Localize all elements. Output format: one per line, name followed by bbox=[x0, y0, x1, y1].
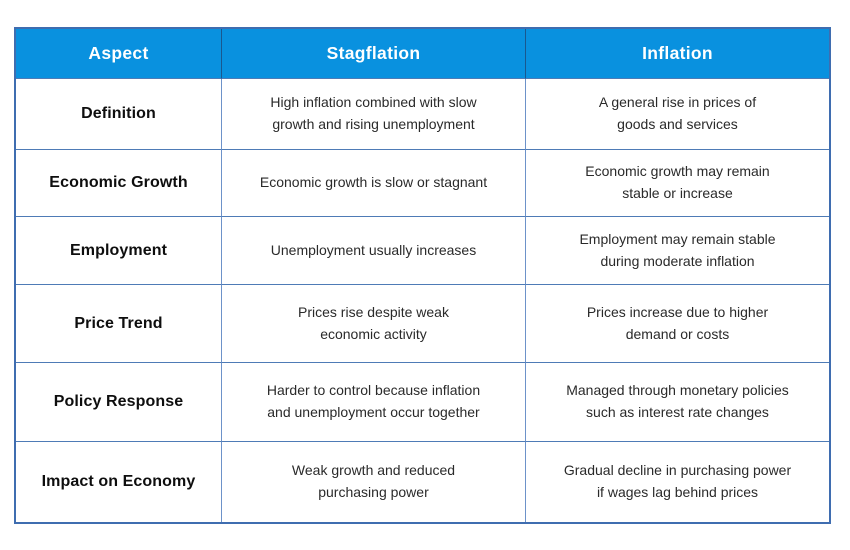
inflation-cell-policy-response: Managed through monetary policies such a… bbox=[526, 363, 829, 442]
column-header-inflation: Inflation bbox=[526, 29, 829, 79]
aspect-cell-impact-on-economy: Impact on Economy bbox=[16, 442, 222, 522]
cell-text: Weak growth and reduced purchasing power bbox=[291, 462, 456, 500]
cell-text: A general rise in prices of goods and se… bbox=[598, 94, 757, 132]
aspect-label: Economic Growth bbox=[49, 174, 188, 191]
aspect-cell-economic-growth: Economic Growth bbox=[16, 150, 222, 217]
stagflation-cell-employment: Unemployment usually increases bbox=[222, 217, 526, 285]
column-header-label: Stagflation bbox=[326, 43, 421, 63]
column-header-stagflation: Stagflation bbox=[222, 29, 526, 79]
aspect-label: Employment bbox=[69, 241, 167, 259]
aspect-cell-employment: Employment bbox=[16, 217, 222, 285]
aspect-cell-price-trend: Price Trend bbox=[16, 285, 222, 363]
inflation-cell-impact-on-economy: Gradual decline in purchasing power if w… bbox=[526, 442, 829, 522]
cell-text: Economic growth may remain stable or inc… bbox=[585, 163, 770, 201]
aspect-label: Policy Response bbox=[53, 393, 184, 410]
cell-text: Prices rise despite weak economic activi… bbox=[298, 303, 449, 342]
stagflation-cell-economic-growth: Economic growth is slow or stagnant bbox=[222, 150, 526, 217]
column-header-label: Inflation bbox=[642, 43, 713, 63]
cell-text: Employment may remain stable during mode… bbox=[579, 230, 776, 269]
cell-text: Managed through monetary policies such a… bbox=[566, 382, 789, 420]
comparison-table: Aspect Stagflation Inflation Definition … bbox=[14, 27, 831, 524]
cell-text: Gradual decline in purchasing power if w… bbox=[563, 462, 792, 500]
cell-text: High inflation combined with slow growth… bbox=[270, 94, 477, 132]
cell-text: Economic growth is slow or stagnant bbox=[259, 174, 488, 191]
cell-text: Unemployment usually increases bbox=[270, 241, 477, 258]
stagflation-cell-price-trend: Prices rise despite weak economic activi… bbox=[222, 285, 526, 363]
aspect-label: Definition bbox=[81, 105, 156, 122]
aspect-cell-definition: Definition bbox=[16, 79, 222, 150]
inflation-cell-economic-growth: Economic growth may remain stable or inc… bbox=[526, 150, 829, 217]
aspect-cell-policy-response: Policy Response bbox=[16, 363, 222, 442]
stagflation-cell-definition: High inflation combined with slow growth… bbox=[222, 79, 526, 150]
inflation-cell-price-trend: Prices increase due to higher demand or … bbox=[526, 285, 829, 363]
stagflation-cell-policy-response: Harder to control because inflation and … bbox=[222, 363, 526, 442]
cell-text: Prices increase due to higher demand or … bbox=[586, 303, 769, 342]
column-header-label: Aspect bbox=[88, 43, 149, 63]
inflation-cell-employment: Employment may remain stable during mode… bbox=[526, 217, 829, 285]
aspect-label: Impact on Economy bbox=[41, 473, 196, 490]
column-header-aspect: Aspect bbox=[16, 29, 222, 79]
stagflation-cell-impact-on-economy: Weak growth and reduced purchasing power bbox=[222, 442, 526, 522]
cell-text: Harder to control because inflation and … bbox=[266, 382, 481, 420]
inflation-cell-definition: A general rise in prices of goods and se… bbox=[526, 79, 829, 150]
aspect-label: Price Trend bbox=[74, 314, 163, 332]
